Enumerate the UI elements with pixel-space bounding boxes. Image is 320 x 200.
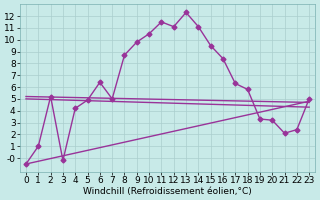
X-axis label: Windchill (Refroidissement éolien,°C): Windchill (Refroidissement éolien,°C)	[83, 187, 252, 196]
